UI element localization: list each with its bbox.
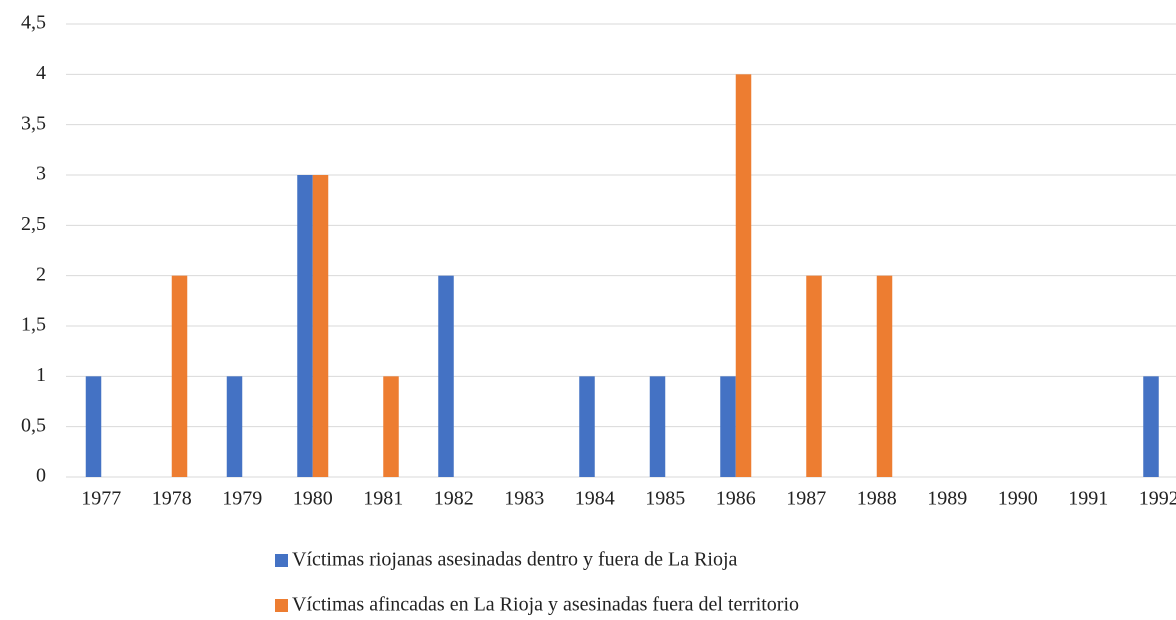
x-tick-label: 1987 xyxy=(786,488,826,510)
x-tick-label: 1990 xyxy=(998,488,1038,510)
bar xyxy=(876,275,893,477)
bar xyxy=(226,376,243,477)
y-tick-label: 3 xyxy=(36,163,46,185)
y-tick-label: 1 xyxy=(36,364,46,386)
bar xyxy=(438,275,454,477)
x-tick-label: 1985 xyxy=(645,488,685,510)
bar xyxy=(312,175,329,477)
bar xyxy=(649,376,666,477)
y-tick-label: 0,5 xyxy=(21,414,46,436)
bar xyxy=(720,376,736,477)
bar xyxy=(735,74,752,477)
x-tick-label: 1978 xyxy=(152,488,192,510)
bar xyxy=(85,376,102,477)
x-tick-label: 1992 xyxy=(1139,488,1176,510)
legend-label: Víctimas afincadas en La Rioja y asesina… xyxy=(292,594,799,616)
x-tick-label: 1991 xyxy=(1068,488,1108,510)
y-tick-label: 4,5 xyxy=(21,12,46,34)
legend-label: Víctimas riojanas asesinadas dentro y fu… xyxy=(292,549,738,571)
y-tick-label: 2,5 xyxy=(21,213,46,235)
x-tick-label: 1989 xyxy=(927,488,967,510)
x-tick-label: 1980 xyxy=(293,488,333,510)
bar xyxy=(171,275,188,477)
y-tick-label: 0 xyxy=(36,465,46,487)
x-tick-label: 1977 xyxy=(81,488,121,510)
legend-swatch xyxy=(275,599,288,612)
legend-swatch xyxy=(275,554,288,567)
bar xyxy=(383,376,399,477)
y-tick-label: 3,5 xyxy=(21,112,46,134)
bar xyxy=(1143,376,1159,477)
y-tick-label: 2 xyxy=(36,263,46,285)
x-tick-label: 1983 xyxy=(504,488,544,510)
bar xyxy=(297,175,313,477)
x-tick-label: 1979 xyxy=(222,488,262,510)
bar xyxy=(806,275,822,477)
x-tick-label: 1981 xyxy=(363,488,403,510)
x-tick-label: 1982 xyxy=(434,488,474,510)
bar xyxy=(579,376,595,477)
y-tick-label: 1,5 xyxy=(21,314,46,336)
x-tick-label: 1984 xyxy=(575,488,615,510)
x-tick-label: 1986 xyxy=(716,488,756,510)
y-tick-label: 4 xyxy=(36,62,46,84)
x-tick-label: 1988 xyxy=(857,488,897,510)
